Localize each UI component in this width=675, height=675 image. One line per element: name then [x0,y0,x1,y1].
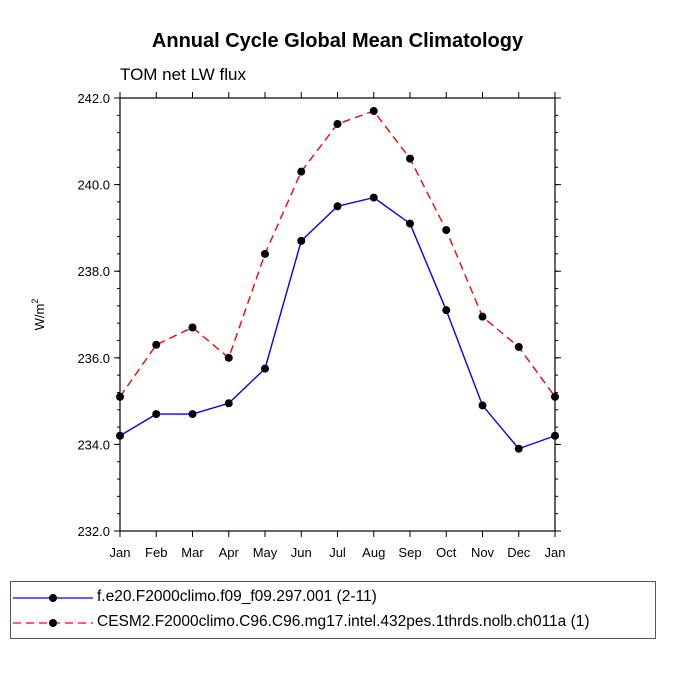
x-tick-label-apr: Apr [219,545,240,560]
x-tick-label-dec: Dec [507,545,531,560]
x-tick-label-jan: Jan [545,545,566,560]
series-2-point [116,392,124,401]
series-2-point [333,119,342,128]
line-chart: 232.0 234.0 236.0 238.0 240.0 242.0 Jan Feb Mar A… [30,91,565,560]
series-1-point [333,202,342,211]
series-2-point [152,340,161,349]
x-tick-label-jul: Jul [329,545,346,560]
y-axis-label: W/m2 [30,299,47,331]
series-2-point [297,167,306,176]
legend-swatch-series-2 [13,619,93,627]
x-tick-label-nov: Nov [471,545,495,560]
legend-item-series-2: CESM2.F2000climo.C96.C96.mg17.intel.432p… [11,611,655,635]
x-tick-label-feb: Feb [145,545,167,560]
plot-area: 232.0 234.0 236.0 238.0 240.0 242.0 Jan Feb Mar A… [30,91,565,560]
legend-label-series-1: f.e20.F2000climo.f09_f09.297.001 (2-11) [97,588,377,605]
series-2-point [514,342,523,351]
series-2-point [261,249,269,258]
legend: f.e20.F2000climo.f09_f09.297.001 (2-11) … [10,581,656,639]
y-tick-label: 240.0 [77,178,110,193]
series-1-point [188,410,197,419]
series-1-point [297,236,306,245]
legend-item-series-1: f.e20.F2000climo.f09_f09.297.001 (2-11) [11,586,655,610]
plot-frame [119,97,556,532]
x-tick-label-may: May [253,545,278,560]
x-tick-label-sep: Sep [398,545,421,560]
series-2-point [442,226,451,235]
series-1-point [116,431,124,440]
series-1-point [478,401,487,410]
series-2-point [551,392,559,401]
series-2-point [224,353,233,362]
series-1-point [514,444,523,453]
series-1-point [369,193,378,202]
y-tick-label: 236.0 [77,351,110,366]
x-tick-label-mar: Mar [181,545,204,560]
series-2-point [188,323,197,332]
y-tick-label: 232.0 [77,524,110,539]
series-1-point [442,306,451,315]
series-2-point [478,312,487,321]
x-tick-label-aug: Aug [362,545,385,560]
series-1-point [551,431,559,440]
legend-label-series-2: CESM2.F2000climo.C96.C96.mg17.intel.432p… [97,613,590,630]
series-1-point [224,399,233,408]
chart-title: Annual Cycle Global Mean Climatology [151,30,524,52]
legend-swatch-series-1 [13,594,93,602]
y-tick-label: 242.0 [77,91,110,106]
series-line-2 [119,110,556,398]
series-1-point [406,219,414,228]
series-1-point [261,364,269,373]
x-tick-label-oct: Oct [436,545,457,560]
x-tick-label-jan: Jan [110,545,131,560]
chart-subtitle: TOM net LW flux [120,65,246,84]
x-tick-label-jun: Jun [291,545,312,560]
y-tick-label: 238.0 [77,264,110,279]
series-2-point [406,154,414,163]
series-2-point [369,106,378,115]
y-tick-label: 234.0 [77,437,110,452]
series-1-point [152,410,161,419]
